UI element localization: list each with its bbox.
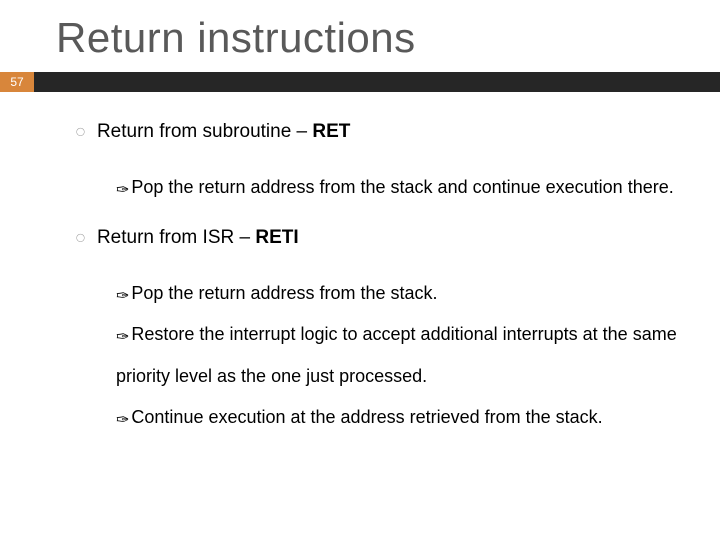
- slide-content: ◯ Return from subroutine – RET ✑Pop the …: [0, 92, 720, 438]
- sub-item: ✑Restore the interrupt logic to accept a…: [116, 314, 700, 397]
- list-item-head: ◯ Return from subroutine – RET: [76, 120, 700, 145]
- sub-item: ✑Pop the return address from the stack a…: [116, 167, 700, 208]
- slide-number-box: 57: [0, 72, 34, 92]
- list-item-text: Return from subroutine – RET: [97, 120, 350, 145]
- list-item-bold: RETI: [255, 227, 298, 248]
- slide-title: Return instructions: [0, 0, 720, 72]
- list-item-prefix: Return from ISR –: [97, 227, 255, 248]
- sub-item-text: Pop the return address from the stack an…: [131, 177, 673, 197]
- list-item: ◯ Return from ISR – RETI ✑Pop the return…: [76, 226, 700, 438]
- sub-item-text: Restore the interrupt logic to accept ad…: [116, 324, 677, 385]
- list-item: ◯ Return from subroutine – RET ✑Pop the …: [76, 120, 700, 208]
- list-item-text: Return from ISR – RETI: [97, 226, 299, 251]
- sub-list: ✑Pop the return address from the stack a…: [76, 167, 700, 208]
- list-item-bold: RET: [312, 121, 350, 142]
- sub-item-text: Pop the return address from the stack.: [131, 283, 437, 303]
- wave-bullet-icon: ✑: [116, 173, 129, 210]
- wave-bullet-icon: ✑: [116, 403, 129, 440]
- slide-number: 57: [0, 72, 34, 92]
- ring-bullet-icon: ◯: [76, 127, 85, 136]
- list-item-head: ◯ Return from ISR – RETI: [76, 226, 700, 251]
- sub-item-text: Continue execution at the address retrie…: [131, 407, 602, 427]
- list-item-prefix: Return from subroutine –: [97, 121, 312, 142]
- sub-list: ✑Pop the return address from the stack. …: [76, 273, 700, 439]
- ring-bullet-icon: ◯: [76, 233, 85, 242]
- sub-item: ✑Continue execution at the address retri…: [116, 397, 700, 438]
- dark-bar: [34, 72, 720, 92]
- wave-bullet-icon: ✑: [116, 320, 129, 357]
- sub-item: ✑Pop the return address from the stack.: [116, 273, 700, 314]
- accent-bar: 57: [0, 72, 720, 92]
- wave-bullet-icon: ✑: [116, 279, 129, 316]
